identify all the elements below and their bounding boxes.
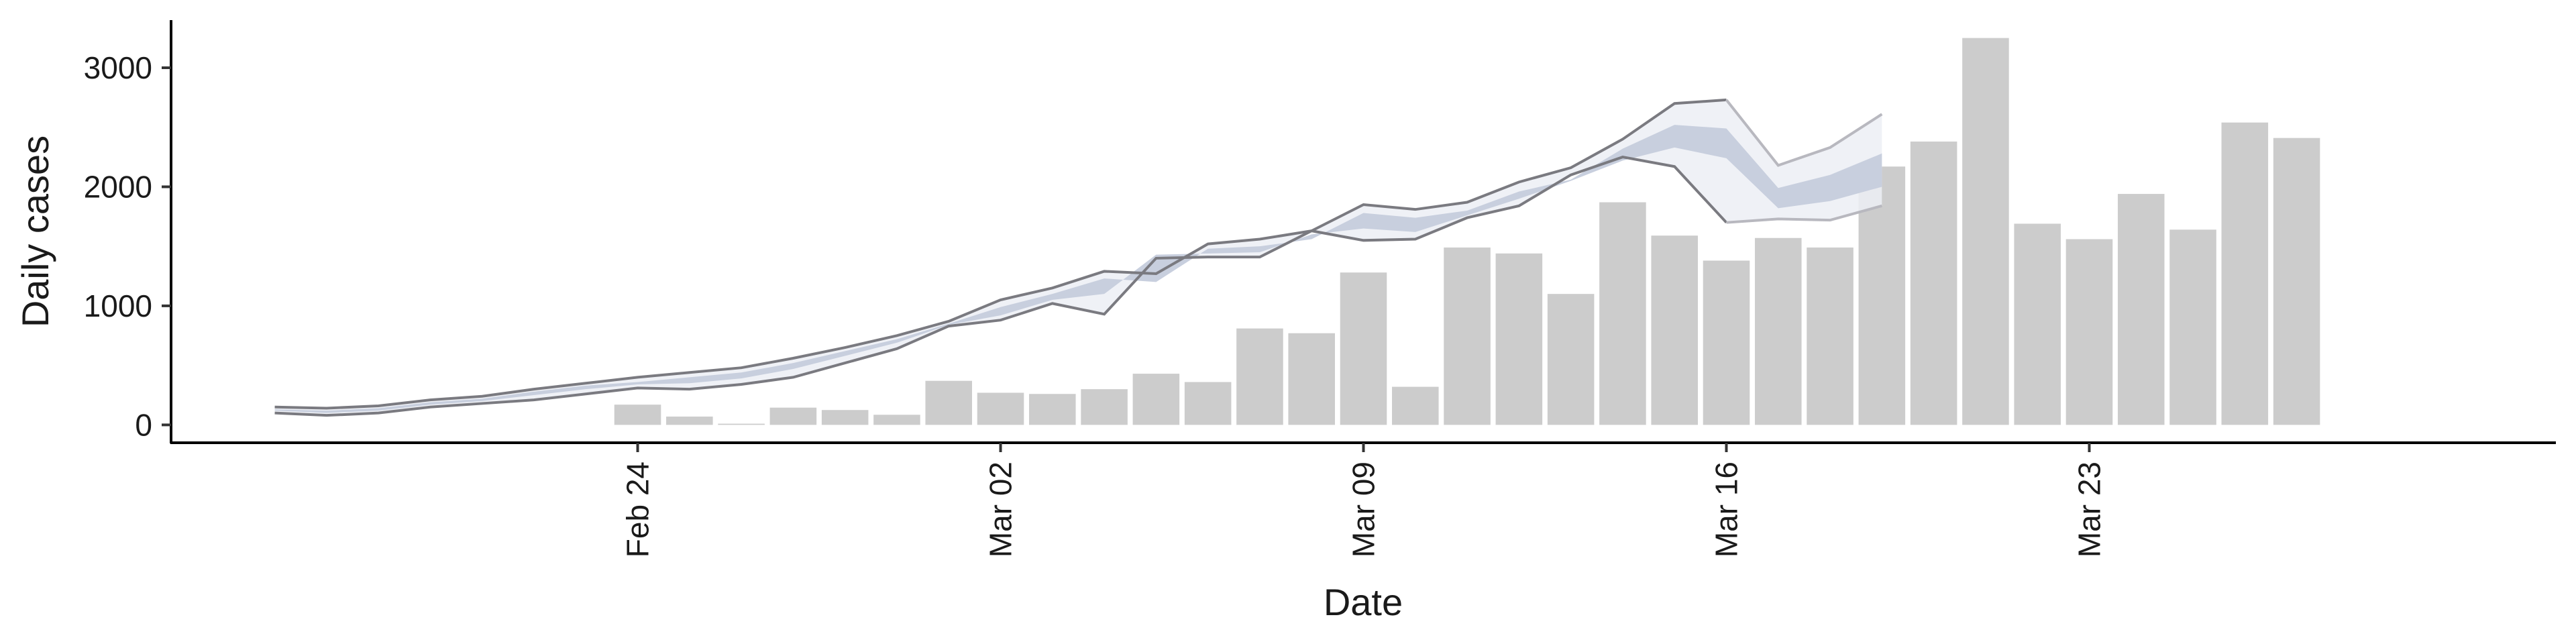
bar-2020-03-12 [1495,253,1543,425]
bar-2020-03-05 [1132,374,1180,425]
bar-2020-03-27 [2273,138,2320,425]
bar-2020-02-29 [873,415,920,425]
bar-2020-03-01 [925,380,973,425]
y-tick-label-1000: 1000 [84,288,152,323]
bar-2020-03-22 [2014,223,2061,425]
bar-2020-03-02 [977,392,1024,425]
bar-2020-03-18 [1807,247,1854,425]
bar-2020-03-25 [2169,229,2216,425]
y-tick-label-2000: 2000 [84,169,152,204]
bar-2020-02-27 [769,407,817,425]
bar-2020-03-24 [2117,194,2165,425]
bar-2020-03-10 [1392,386,1439,425]
bar-2020-03-04 [1081,389,1128,425]
bar-2020-03-21 [1962,38,2009,425]
bar-2020-03-08 [1288,333,1335,425]
bar-2020-03-15 [1651,235,1698,425]
band-upper-forecast-line [1725,99,1883,167]
x-tick-label-2020-03-16: Mar 16 [1709,462,1743,557]
bar-2020-02-26 [718,423,765,425]
bar-2020-03-09 [1340,272,1387,425]
bar-2020-03-20 [1910,142,1957,425]
band-lower-forecast-line [1726,204,1882,224]
x-tick-label-2020-03-09: Mar 09 [1346,462,1381,557]
bar-2020-03-13 [1547,294,1595,425]
x-axis-title: Date [1324,581,1403,623]
bar-2020-03-16 [1703,260,1750,425]
x-tick-label-2020-02-24: Feb 24 [621,462,655,557]
bar-2020-03-26 [2221,122,2269,425]
band-inner-fill [274,125,1882,413]
y-tick-label-3000: 3000 [84,50,152,85]
band-upper-line [274,98,1727,410]
bar-2020-02-28 [821,410,869,425]
estimate-band [274,98,1883,417]
x-tick-label-2020-03-23: Mar 23 [2072,462,2106,557]
bar-2020-03-17 [1754,237,1802,425]
axes: 0 1000 2000 3000 Feb 24 Mar 02 Mar 09 Mar 16 Mar… [84,20,2556,557]
bar-2020-03-14 [1599,202,1646,425]
band-lower-line [274,156,1727,417]
bar-2020-03-07 [1236,328,1283,425]
bars-layer [614,38,2320,425]
bar-2020-02-24 [614,405,661,425]
y-axis-title: Daily cases [14,136,56,327]
bar-2020-03-23 [2065,239,2113,425]
bar-2020-03-11 [1444,247,1491,425]
y-tick-label-0: 0 [135,407,152,442]
bar-2020-02-25 [666,416,713,425]
x-tick-label-2020-03-02: Mar 02 [983,462,1018,557]
bar-2020-03-03 [1029,394,1076,425]
bar-2020-03-06 [1184,382,1232,425]
